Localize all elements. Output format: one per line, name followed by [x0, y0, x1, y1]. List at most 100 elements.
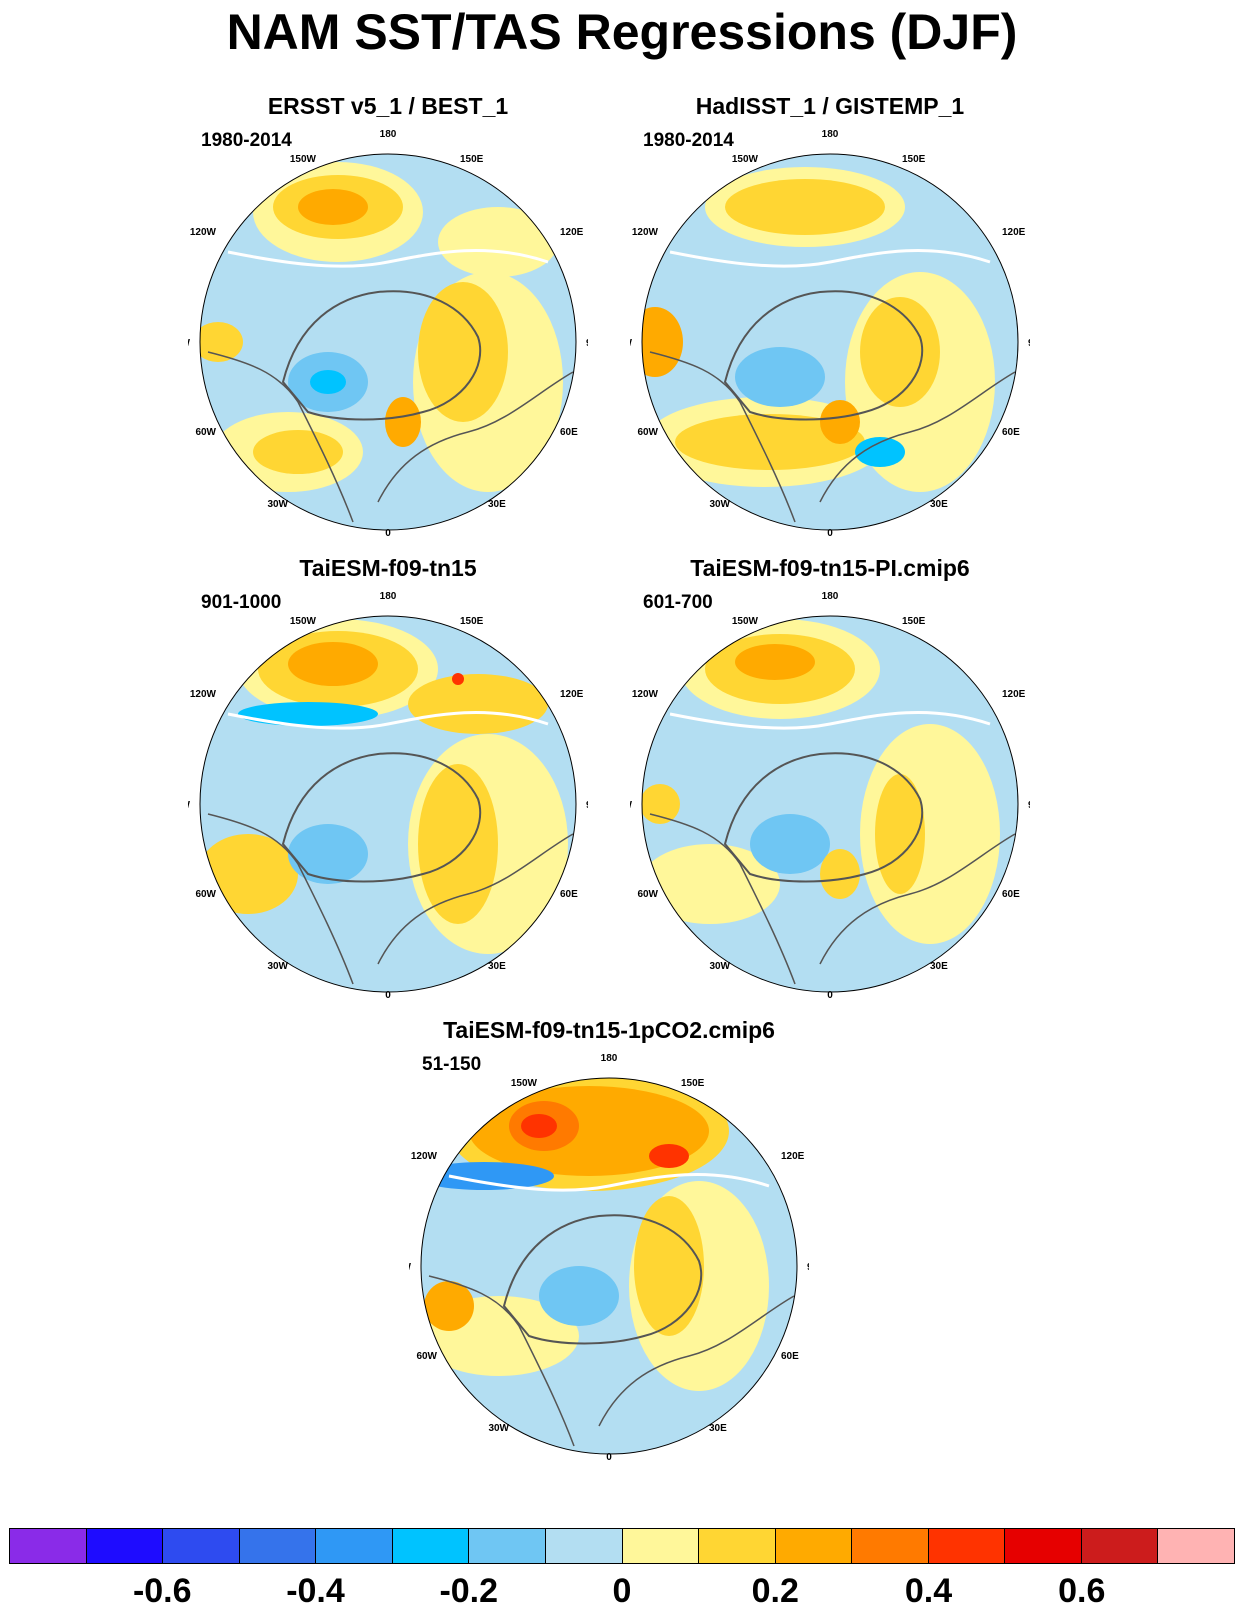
field-anomaly-shape — [735, 347, 825, 407]
longitude-label: 150W — [290, 154, 317, 165]
coastline — [207, 813, 354, 985]
longitude-label: 150E — [902, 616, 926, 627]
longitude-label: 90E — [586, 800, 588, 811]
colorbar-tick-label: 0.2 — [751, 1572, 799, 1610]
longitude-label: 30W — [709, 499, 730, 510]
coastline — [227, 249, 549, 268]
longitude-label: 60E — [1002, 889, 1020, 900]
panel-period: 51-150 — [422, 1054, 482, 1075]
polar-map: 180 150W 150E 120W 120E 90W 90E 60W 60E 30W 30E 0 — [188, 591, 588, 1001]
longitude-label: 30W — [267, 499, 288, 510]
field-anomaly-shape — [418, 764, 498, 924]
longitude-label: 120E — [781, 1151, 805, 1162]
longitude-label: 60W — [416, 1351, 437, 1362]
coastline — [723, 752, 924, 883]
longitude-label: 60E — [560, 889, 578, 900]
field-anomaly-shape — [521, 1114, 557, 1138]
longitude-label: 90E — [586, 338, 588, 349]
field-anomaly-shape — [438, 207, 558, 277]
figure-title: NAM SST/TAS Regressions (DJF) — [226, 4, 1018, 60]
field-anomaly-shape — [750, 814, 830, 874]
panel-title: TaiESM-f09-tn15 — [299, 555, 477, 581]
field-anomaly-shape — [735, 644, 815, 680]
longitude-label: 150W — [511, 1078, 538, 1089]
colorbar-tick-label: 0.6 — [1058, 1572, 1106, 1610]
longitude-label: 150E — [681, 1078, 705, 1089]
colorbar-box — [775, 1529, 853, 1563]
longitude-label: 120W — [190, 689, 217, 700]
longitude-label: 90W — [409, 1262, 412, 1273]
field-anomaly-shape — [421, 1162, 554, 1190]
colorbar-tick-label: 0.4 — [904, 1572, 953, 1610]
colorbar-box — [392, 1529, 470, 1563]
panel-period: 1980-2014 — [201, 130, 292, 151]
map-border — [199, 153, 577, 531]
colorbar-box — [1005, 1529, 1082, 1563]
field-anomaly-shape — [642, 844, 780, 924]
longitude-label: 150W — [732, 616, 759, 627]
longitude-label: 120E — [560, 689, 584, 700]
longitude-label: 150E — [902, 154, 926, 165]
field-anomaly-shape — [418, 282, 508, 422]
coastline — [281, 752, 482, 883]
coastline — [669, 249, 991, 268]
field-anomaly-shape — [539, 1266, 619, 1326]
longitude-label: 30E — [930, 961, 948, 972]
coastline — [819, 371, 1016, 503]
longitude-label: 0 — [385, 990, 391, 1001]
polar-map: 180 150W 150E 120W 120E 90W 90E 60W 60E 30W 30E 0 — [630, 591, 1030, 1001]
field-anomaly-shape — [298, 189, 368, 225]
longitude-label: 0 — [827, 528, 833, 539]
field-anomaly-shape — [408, 674, 548, 734]
longitude-label: 90W — [188, 800, 191, 811]
colorbar-box — [622, 1529, 700, 1563]
field-anomaly-shape — [649, 1144, 689, 1168]
colorbar-tick-label: 0 — [612, 1572, 632, 1610]
field-anomaly-shape — [820, 400, 860, 444]
longitude-label: 180 — [380, 129, 397, 140]
coastline — [502, 1214, 703, 1345]
map-panel-3: TaiESM-f09-tn15 901-1000 180 150W 150E 120W… — [188, 554, 588, 1014]
colorbar-tick-label: -0.2 — [439, 1572, 499, 1610]
colorbar-box — [469, 1529, 546, 1563]
panel-period: 601-700 — [643, 592, 713, 613]
colorbar-box — [852, 1529, 929, 1563]
panel-period: 1980-2014 — [643, 130, 734, 151]
coastline — [281, 290, 482, 421]
panel-title: TaiESM-f09-tn15-1pCO2.cmip6 — [443, 1017, 775, 1043]
polar-map: 180 150W 150E 120W 120E 90W 90E 60W 60E 30W 30E 0 — [188, 129, 588, 539]
field-anomaly-shape — [725, 179, 885, 235]
coastline — [428, 1275, 575, 1447]
coastline — [819, 833, 1016, 965]
longitude-label: 30E — [709, 1423, 727, 1434]
longitude-label: 60W — [637, 889, 658, 900]
longitude-label: 150E — [460, 616, 484, 627]
colorbar-box — [1081, 1529, 1159, 1563]
map-panel-5: TaiESM-f09-tn15-1pCO2.cmip6 51-150 180 15… — [409, 1016, 809, 1476]
colorbar-box — [1158, 1529, 1234, 1563]
longitude-label: 30W — [488, 1423, 509, 1434]
longitude-label: 150W — [290, 616, 317, 627]
longitude-label: 120W — [411, 1151, 438, 1162]
field-anomaly-shape — [860, 297, 940, 407]
colorbar-box — [239, 1529, 317, 1563]
coastline — [649, 351, 796, 523]
field-anomaly-shape — [855, 437, 905, 467]
colorbar-box — [699, 1529, 776, 1563]
polar-map: 180 150W 150E 120W 120E 90W 90E 60W 60E 30W 30E 0 — [630, 129, 1030, 539]
colorbar-box — [928, 1529, 1006, 1563]
map-panel-2: HadISST_1 / GISTEMP_1 1980-2014 180 150W 1… — [630, 92, 1030, 552]
map-panel-1: ERSST v5_1 / BEST_1 1980-2014 180 150W 150… — [188, 92, 588, 552]
coastline — [227, 711, 549, 730]
longitude-label: 120E — [1002, 227, 1026, 238]
longitude-label: 120W — [632, 227, 659, 238]
field-anomaly-shape — [238, 702, 378, 726]
longitude-label: 60W — [195, 427, 216, 438]
field-anomaly-shape — [288, 642, 378, 686]
coastline — [649, 813, 796, 985]
coastline — [377, 833, 574, 965]
panel-period: 901-1000 — [201, 592, 282, 613]
field-anomaly-shape — [642, 307, 683, 377]
longitude-label: 90E — [807, 1262, 809, 1273]
field-anomaly-shape — [253, 430, 343, 474]
